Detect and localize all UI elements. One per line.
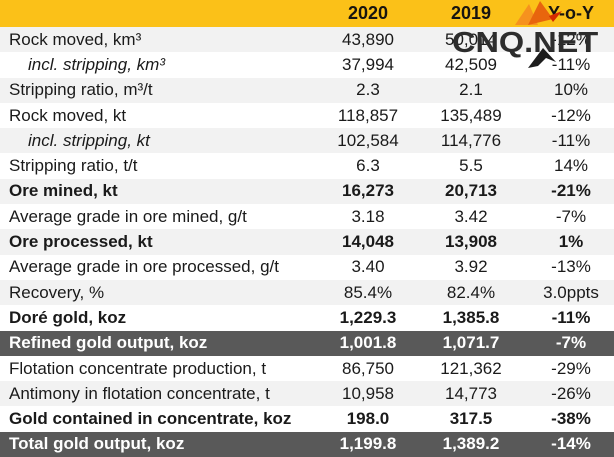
row-value-2020: 3.40	[351, 257, 385, 277]
row-value-2020: 2.3	[356, 80, 380, 100]
row-value-yoy: 1%	[558, 232, 584, 252]
row-value-yoy: -21%	[551, 181, 591, 201]
row-value-yoy: -13%	[551, 257, 591, 277]
header-2020: 2020	[347, 3, 389, 23]
table-row: Average grade in ore processed, g/t 3.40…	[0, 254, 614, 280]
row-value-yoy: -12%	[551, 29, 591, 49]
row-metric-label: Rock moved, km³	[9, 29, 142, 49]
header-2019: 2019	[450, 3, 492, 23]
row-value-2020: 198.0	[346, 409, 390, 429]
row-value-2019: 13,908	[445, 232, 497, 252]
row-value-2020: 102,584	[337, 130, 399, 150]
row-metric-label: Recovery, %	[9, 282, 105, 302]
row-metric-label: Stripping ratio, t/t	[9, 156, 138, 176]
row-value-yoy: 14%	[553, 156, 589, 176]
header-yoy: Y-o-Y	[547, 3, 594, 23]
row-value-2020: 10,958	[342, 383, 394, 403]
row-value-2020: 86,750	[342, 358, 394, 378]
table-row: Doré gold, koz 1,229.3 1,385.8 -11%	[0, 305, 614, 331]
row-metric-label: Average grade in ore processed, g/t	[9, 257, 279, 277]
table-row: Flotation concentrate production, t 86,7…	[0, 355, 614, 382]
row-value-yoy: -7%	[555, 333, 587, 353]
table-row: Rock moved, km³ 43,890 50,014 -12%	[0, 27, 614, 53]
row-metric-label: Ore mined, kt	[9, 181, 118, 201]
row-metric-label: Stripping ratio, m³/t	[9, 80, 153, 100]
table-row: Stripping ratio, m³/t 2.3 2.1 10%	[0, 77, 614, 103]
row-value-yoy: 10%	[553, 80, 589, 100]
table-row: Total gold output, koz 1,199.8 1,389.2 -…	[0, 431, 614, 457]
table-row: incl. stripping, km³ 37,994 42,509 -11%	[0, 52, 614, 78]
table-body: Rock moved, km³ 43,890 50,014 -12% incl.…	[0, 27, 614, 457]
table-row: Refined gold output, koz 1,001.8 1,071.7…	[0, 330, 614, 356]
table-row: Stripping ratio, t/t 6.3 5.5 14%	[0, 153, 614, 179]
row-value-2019: 3.42	[454, 206, 488, 226]
row-metric-label: Total gold output, koz	[9, 434, 185, 454]
row-value-2020: 14,048	[342, 232, 394, 252]
row-value-2019: 135,489	[440, 105, 502, 125]
table-row: Antimony in flotation concentrate, t 10,…	[0, 381, 614, 407]
row-value-yoy: -11%	[551, 307, 591, 327]
row-value-2020: 1,229.3	[339, 307, 397, 327]
row-value-2020: 43,890	[342, 29, 394, 49]
table-row: Ore mined, kt 16,273 20,713 -21%	[0, 178, 614, 205]
row-value-yoy: -11%	[551, 54, 591, 74]
row-value-2019: 1,071.7	[442, 333, 500, 353]
row-value-2019: 82.4%	[446, 282, 496, 302]
row-value-yoy: -26%	[551, 383, 591, 403]
row-value-yoy: -7%	[555, 206, 587, 226]
row-value-2019: 14,773	[445, 383, 497, 403]
table-row: Recovery, % 85.4% 82.4% 3.0ppts	[0, 279, 614, 306]
row-value-2020: 3.18	[351, 206, 385, 226]
row-value-yoy: -38%	[551, 409, 591, 429]
row-metric-label: incl. stripping, kt	[28, 130, 150, 150]
row-metric-label: Gold contained in concentrate, koz	[9, 409, 292, 429]
row-value-2019: 5.5	[459, 156, 483, 176]
row-value-yoy: -11%	[551, 130, 591, 150]
row-metric-label: incl. stripping, km³	[28, 54, 165, 74]
row-metric-label: Flotation concentrate production, t	[9, 358, 267, 378]
row-value-2019: 3.92	[454, 257, 488, 277]
row-metric-label: Doré gold, koz	[9, 307, 127, 327]
row-value-yoy: -12%	[551, 105, 591, 125]
row-value-2019: 121,362	[440, 358, 502, 378]
row-value-2020: 6.3	[356, 156, 380, 176]
row-value-2019: 1,385.8	[442, 307, 500, 327]
row-value-2019: 42,509	[445, 54, 497, 74]
row-value-2019: 114,776	[440, 130, 502, 150]
row-value-2020: 1,199.8	[339, 434, 397, 454]
row-value-yoy: -29%	[551, 358, 591, 378]
row-value-2019: 317.5	[449, 409, 493, 429]
row-metric-label: Antimony in flotation concentrate, t	[9, 383, 270, 403]
row-metric-label: Refined gold output, koz	[9, 333, 208, 353]
row-value-2019: 50,014	[445, 29, 497, 49]
row-value-2020: 118,857	[337, 105, 399, 125]
row-metric-label: Average grade in ore mined, g/t	[9, 206, 247, 226]
row-value-2019: 20,713	[445, 181, 497, 201]
row-metric-label: Rock moved, kt	[9, 105, 127, 125]
row-value-2019: 1,389.2	[442, 434, 500, 454]
table-row: incl. stripping, kt 102,584 114,776 -11%	[0, 128, 614, 154]
row-value-2020: 16,273	[342, 181, 394, 201]
table-row: Gold contained in concentrate, koz 198.0…	[0, 406, 614, 432]
table-header-row: 2020 2019 Y-o-Y	[0, 0, 614, 27]
row-value-2020: 1,001.8	[339, 333, 397, 353]
row-value-2020: 85.4%	[343, 282, 393, 302]
row-metric-label: Ore processed, kt	[9, 232, 153, 252]
table-row: Rock moved, kt 118,857 135,489 -12%	[0, 102, 614, 129]
table-row: Ore processed, kt 14,048 13,908 1%	[0, 229, 614, 255]
row-value-2020: 37,994	[342, 54, 394, 74]
row-value-yoy: 3.0ppts	[543, 282, 599, 302]
row-value-yoy: -14%	[551, 434, 591, 454]
row-value-2019: 2.1	[459, 80, 483, 100]
table-row: Average grade in ore mined, g/t 3.18 3.4…	[0, 204, 614, 230]
